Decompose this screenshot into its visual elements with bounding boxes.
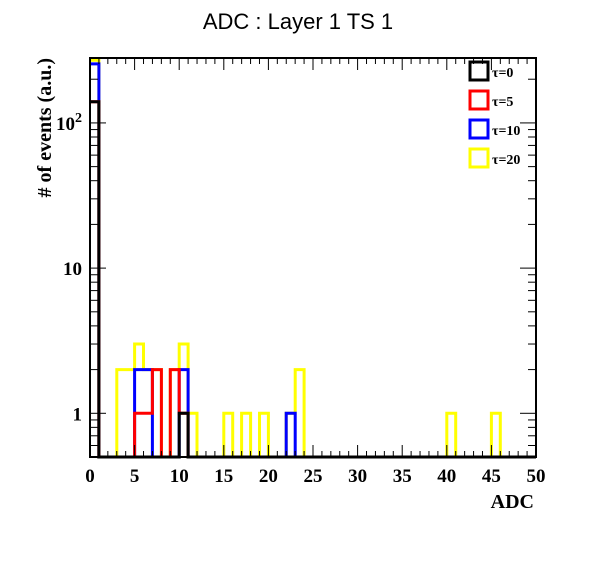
legend-swatch (468, 118, 490, 140)
legend-label: τ=0 (492, 66, 513, 81)
chart-title: ADC : Layer 1 TS 1 (203, 9, 393, 34)
y-tick-label: 102 (56, 111, 82, 135)
x-axis-ticks (89, 58, 537, 457)
legend-label: τ=10 (492, 124, 520, 139)
x-tick-label: 0 (85, 466, 95, 487)
legend: τ=0 τ=5 τ=10 τ=20 (468, 60, 520, 169)
x-tick-label: 20 (259, 466, 278, 487)
x-tick-label: 10 (170, 466, 189, 487)
legend-swatch (468, 60, 490, 82)
x-tick-label: 30 (348, 466, 367, 487)
x-tick-label: 50 (527, 466, 546, 487)
x-tick-label: 5 (130, 466, 140, 487)
y-axis-tick-labels: 1 10 102 (56, 111, 82, 425)
x-tick-label: 25 (304, 466, 323, 487)
y-tick-label: 1 (73, 404, 83, 425)
x-axis-tick-labels: 0 5 10 15 20 25 30 35 40 45 50 (85, 466, 545, 487)
legend-swatch (468, 147, 490, 169)
y-tick-label: 10 (63, 259, 82, 280)
plot-frame (89, 57, 537, 458)
y-axis-ticks (90, 78, 536, 458)
x-tick-label: 15 (214, 466, 233, 487)
legend-label: τ=20 (492, 153, 520, 168)
y-axis-label: # of events (a.u.) (34, 58, 56, 197)
x-axis-label: ADC (491, 491, 534, 513)
x-tick-label: 35 (393, 466, 412, 487)
x-tick-label: 45 (482, 466, 501, 487)
legend-label: τ=5 (492, 95, 513, 110)
legend-swatch (468, 89, 490, 111)
x-tick-label: 40 (437, 466, 456, 487)
